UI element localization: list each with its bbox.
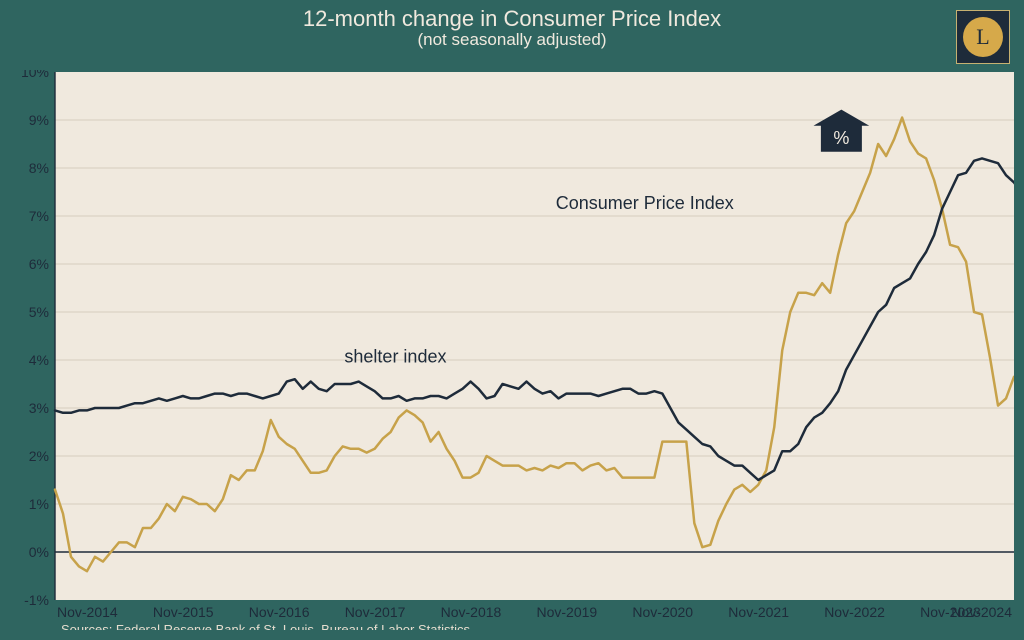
x-tick-label: Nov-2017 xyxy=(345,604,406,620)
x-tick-label: Nov-2016 xyxy=(249,604,310,620)
y-tick-label: 6% xyxy=(29,256,49,272)
series-label: Consumer Price Index xyxy=(556,193,734,213)
chart-subtitle: (not seasonally adjusted) xyxy=(0,30,1024,50)
plot-background xyxy=(55,72,1014,600)
x-tick-label: Nov-2024 xyxy=(951,604,1012,620)
y-tick-label: 3% xyxy=(29,400,49,416)
series-label: shelter index xyxy=(344,346,446,366)
y-tick-label: 10% xyxy=(21,70,49,80)
brand-logo: L xyxy=(956,10,1010,64)
title-block: 12-month change in Consumer Price Index … xyxy=(0,0,1024,66)
x-tick-label: Nov-2015 xyxy=(153,604,214,620)
y-tick-label: 7% xyxy=(29,208,49,224)
x-tick-label: Nov-2021 xyxy=(728,604,789,620)
chart-area: -1% 0% 1% 2% 3% 4% 5% 6% 7% 8% 9% 10% Nov-2014 Nov-20… xyxy=(10,70,1014,630)
source-text: Sources: Federal Reserve Bank of St. Lou… xyxy=(61,622,470,630)
x-tick-label: Nov-2018 xyxy=(441,604,502,620)
y-tick-label: 1% xyxy=(29,496,49,512)
y-tick-label: 4% xyxy=(29,352,49,368)
chart-svg: -1% 0% 1% 2% 3% 4% 5% 6% 7% 8% 9% 10% Nov-2014 Nov-20… xyxy=(10,70,1014,630)
x-tick-label: Nov-2020 xyxy=(632,604,693,620)
y-tick-label: 8% xyxy=(29,160,49,176)
x-tick-label: Nov-2014 xyxy=(57,604,118,620)
y-tick-label: 9% xyxy=(29,112,49,128)
x-tick-label: Nov-2022 xyxy=(824,604,885,620)
chart-card: 12-month change in Consumer Price Index … xyxy=(0,0,1024,640)
x-tick-label: Nov-2019 xyxy=(537,604,598,620)
y-tick-label: 0% xyxy=(29,544,49,560)
y-tick-label: 2% xyxy=(29,448,49,464)
chart-title: 12-month change in Consumer Price Index xyxy=(0,6,1024,32)
y-tick-label: -1% xyxy=(24,592,49,608)
house-percent-icon-text: % xyxy=(833,128,849,148)
y-tick-label: 5% xyxy=(29,304,49,320)
brand-logo-letter: L xyxy=(963,17,1003,57)
